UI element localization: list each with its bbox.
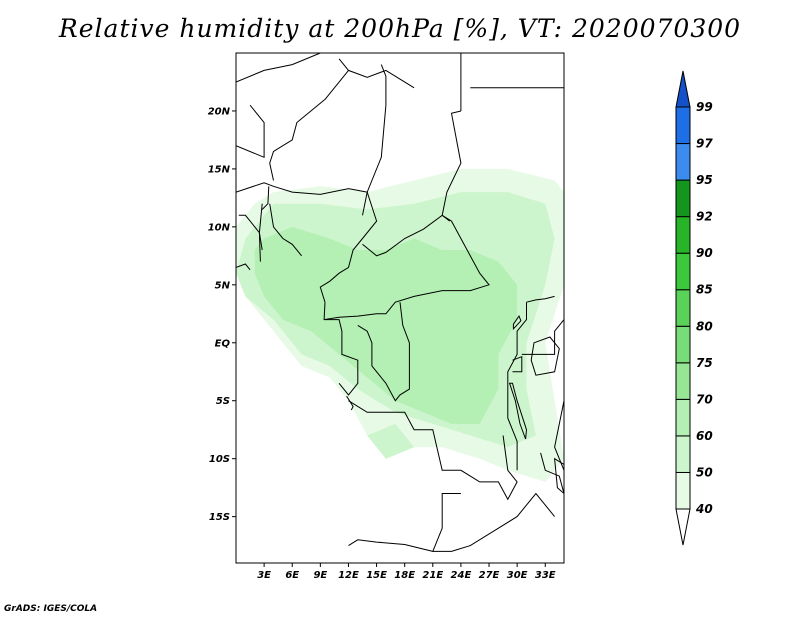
colorbar-level-label: 99: [696, 100, 713, 114]
colorbar-segment: [675, 216, 691, 254]
country-borders: [236, 53, 564, 552]
colorbar-segment: [675, 435, 691, 473]
border-line-19: [324, 319, 359, 396]
lon-tick-label: 33E: [535, 570, 556, 581]
humidity-patch-3: [254, 226, 518, 424]
lon-tick-label: 12E: [338, 570, 359, 581]
colorbar-segment: [675, 289, 691, 327]
colorbar-legend: 40 50 60 70 75 80 85 90 92 95 97 99: [675, 70, 713, 546]
grads-credit: GrADS: IGES/COLA: [4, 604, 98, 614]
border-line-22: [346, 395, 354, 411]
colorbar-level-label: 80: [696, 319, 713, 333]
lake-outline-2: [512, 315, 522, 331]
lat-tick-label: EQ: [215, 338, 231, 349]
map-frame: [235, 52, 565, 564]
map-title: Relative humidity at 200hPa [%], VT: 202…: [58, 14, 742, 43]
lat-tick-label: 5S: [216, 396, 230, 407]
colorbar-segment: [675, 252, 691, 291]
colorbar-segment: [675, 362, 691, 400]
humidity-patch-2: [367, 423, 415, 459]
colorbar-level-label: 60: [696, 429, 713, 443]
lake-outline-3: [554, 457, 564, 495]
lat-tick-label: 10S: [209, 454, 230, 465]
border-line-0: [236, 53, 321, 83]
lon-tick-label: 21E: [422, 570, 443, 581]
border-line-17: [362, 214, 490, 315]
border-line-20: [357, 302, 410, 402]
lake-outline-1: [530, 336, 560, 376]
lon-tick-label: 3E: [257, 570, 271, 581]
latitude-axis: 20N 15N 10N 5N EQ 5S 10S 15S: [208, 106, 236, 523]
border-line-15: [269, 203, 302, 257]
lon-tick-label: 6E: [285, 570, 299, 581]
lat-tick-label: 15N: [208, 164, 231, 175]
lat-tick-label: 15S: [209, 512, 230, 523]
colorbar-segment: [675, 398, 691, 437]
lon-tick-label: 30E: [507, 570, 528, 581]
colorbar-level-label: 97: [696, 137, 713, 151]
colorbar-bottom-arrow: [675, 508, 691, 546]
border-line-30: [554, 356, 564, 471]
colorbar-level-label: 70: [696, 392, 713, 406]
border-line-31: [540, 452, 564, 494]
colorbar-level-label: 75: [696, 356, 713, 370]
border-line-3: [324, 70, 349, 100]
lon-tick-label: 9E: [313, 570, 327, 581]
lat-tick-label: 20N: [208, 106, 231, 117]
lon-tick-label: 15E: [366, 570, 387, 581]
border-line-6: [362, 105, 387, 216]
colorbar-segment: [675, 325, 691, 364]
colorbar-level-label: 40: [695, 502, 713, 516]
humidity-field: [236, 168, 564, 482]
border-line-5: [380, 64, 387, 106]
border-line-26: [507, 302, 527, 471]
border-line-21: [348, 400, 518, 501]
lat-tick-label: 10N: [208, 222, 231, 233]
border-line-2: [236, 104, 265, 159]
longitude-axis: 3E 6E 9E 12E 15E 18E 21E 24E 27E 30E 33E: [257, 563, 556, 581]
border-line-13: [238, 214, 263, 251]
colorbar-level-label: 92: [696, 210, 713, 224]
lon-tick-label: 18E: [394, 570, 415, 581]
border-line-29: [526, 295, 555, 303]
border-line-23: [348, 493, 461, 552]
colorbar-level-label: 50: [696, 465, 713, 479]
colorbar-level-label: 85: [696, 283, 713, 297]
colorbar-level-label: 95: [696, 173, 713, 187]
border-line-27: [512, 355, 523, 373]
colorbar-segment: [675, 179, 691, 218]
colorbar-top-arrow: [675, 70, 691, 108]
colorbar-segment: [675, 471, 691, 510]
colorbar-segment: [675, 143, 691, 181]
border-line-18: [323, 302, 377, 321]
lake-outline-0: [508, 382, 528, 440]
border-line-24: [451, 492, 555, 552]
border-line-10: [236, 182, 368, 195]
lon-tick-label: 24E: [451, 570, 472, 581]
border-line-1: [338, 58, 415, 89]
border-line-4: [269, 99, 326, 181]
colorbar-segment: [675, 106, 691, 145]
lat-tick-label: 5N: [215, 280, 231, 291]
border-line-16: [319, 191, 378, 303]
border-line-12: [261, 186, 270, 210]
colorbar-level-label: 90: [696, 246, 713, 260]
lon-tick-label: 27E: [479, 570, 500, 581]
border-line-14: [236, 263, 251, 271]
